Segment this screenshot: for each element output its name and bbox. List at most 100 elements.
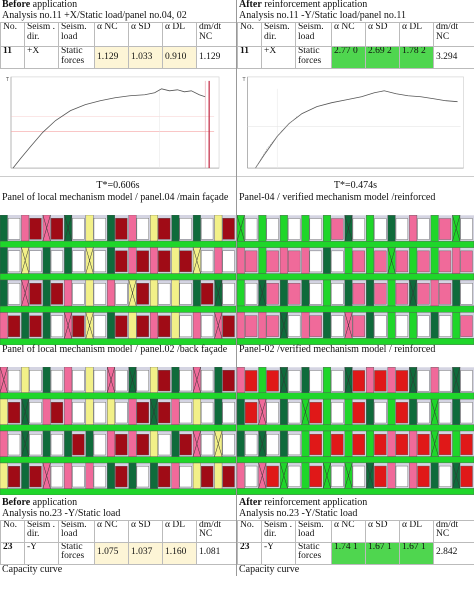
facade-mark [237, 214, 245, 241]
facade-panel [192, 311, 201, 339]
facade-panel [344, 279, 353, 306]
facade-panel [430, 311, 439, 338]
facade-panel [266, 465, 279, 487]
facade-panel [7, 401, 21, 423]
header-anc: α NC [331, 519, 366, 543]
facade-panel [64, 279, 73, 306]
cell-anc: 1.129 [94, 46, 129, 69]
facade-panel [395, 433, 409, 455]
facade-panel [115, 315, 128, 337]
facade-panel [352, 217, 365, 240]
facade-panel [438, 282, 452, 304]
facade-panel [50, 217, 64, 240]
facade-panel [214, 366, 223, 393]
facade-panel [244, 433, 258, 455]
header-dir: Seism . dir. [24, 519, 59, 543]
facade-panel [171, 462, 180, 489]
facade-panel [374, 433, 387, 455]
capacity-curve-label-right: Capacity curve [239, 563, 300, 575]
caption-panel04-left: Panel of local mechanism model / panel.0… [2, 191, 229, 203]
header-adl: α DL [162, 22, 197, 47]
facade-panel [417, 314, 430, 337]
facade-panel [222, 282, 235, 305]
facade-panel [179, 433, 192, 455]
facade-panel [136, 401, 149, 423]
facade-panel [93, 401, 106, 423]
cell-adl: 1.67 1 [399, 541, 434, 565]
cell-dir: -Y [261, 541, 296, 565]
facade-mark [258, 430, 267, 457]
facade-mark [0, 366, 8, 393]
facade-panel [149, 366, 158, 393]
facade-panel [387, 366, 396, 393]
facade-panel [322, 246, 331, 274]
facade-panel02-left [0, 366, 236, 495]
cell-asd: 1.67 1 [365, 541, 400, 565]
facade-panel [430, 366, 439, 393]
header-dmdt: dm/dt NC [196, 519, 237, 543]
capacity-table-top-right: No. Seism. dir. Seism. load α NC α SD α … [237, 22, 474, 69]
facade-panel [409, 398, 418, 425]
facade-panel [258, 311, 267, 338]
facade-panel [288, 401, 301, 423]
facade-panel [115, 401, 128, 423]
header-load: Seism. load [58, 519, 95, 543]
facade-panel [128, 398, 137, 425]
before-heading-bottom: Before application [2, 496, 78, 508]
facade-panel [192, 398, 201, 425]
header-dmdt: dm/dt NC [433, 22, 474, 47]
caption-panel02-right: Panel-02 /verified mechanism model / rei… [239, 343, 436, 355]
facade-panel [430, 462, 439, 489]
header-load: Seism. load [295, 22, 332, 47]
facade-panel [107, 246, 115, 274]
facade-panel [85, 214, 94, 241]
facade-panel [266, 401, 279, 423]
facade-panel [0, 214, 8, 241]
facade-mark [279, 366, 288, 393]
facade-panel [438, 369, 452, 391]
facade-panel [50, 401, 64, 423]
facade-mark [149, 398, 158, 425]
facade-panel [179, 315, 192, 337]
facade-panel [244, 465, 258, 487]
facade-panel [64, 246, 73, 274]
facade-panel [331, 217, 344, 240]
facade-panel02-right [237, 366, 474, 495]
facade-panel [136, 465, 149, 487]
facade-panel [149, 279, 158, 306]
cell-load: Static forces [295, 46, 332, 69]
capacity-curve-chart-right: T [237, 69, 474, 177]
facade-panel [409, 214, 418, 241]
header-no: No. [237, 22, 262, 47]
facade-panel [7, 250, 21, 272]
facade-panel [352, 369, 365, 391]
facade-panel [128, 430, 137, 457]
header-no: No. [0, 22, 25, 47]
facade-panel [42, 366, 51, 393]
facade-panel [374, 314, 387, 337]
facade-panel [7, 433, 21, 455]
facade-panel [214, 246, 223, 274]
facade-panel [438, 401, 452, 423]
facade-panel [374, 250, 387, 272]
facade-mark [192, 366, 201, 393]
facade-panel [85, 279, 94, 306]
facade-panel [128, 311, 137, 339]
facade-panel [115, 433, 128, 455]
facade-panel [237, 366, 245, 393]
facade-panel [301, 462, 310, 489]
after-heading-top: After reinforcement application [239, 0, 368, 10]
facade-panel [258, 246, 267, 274]
facade-panel [64, 462, 73, 489]
period-label-left: T*=0.606s [96, 179, 140, 191]
facade-panel [409, 246, 418, 274]
facade-panel [201, 217, 214, 240]
facade-panel [409, 430, 418, 457]
facade-mark [128, 366, 137, 393]
facade-panel [460, 314, 473, 337]
period-label-right: T*=0.474s [333, 179, 378, 191]
header-load: Seism. load [58, 22, 95, 47]
facade-panel [279, 246, 288, 274]
facade-panel [29, 465, 42, 487]
facade-panel [409, 462, 418, 489]
